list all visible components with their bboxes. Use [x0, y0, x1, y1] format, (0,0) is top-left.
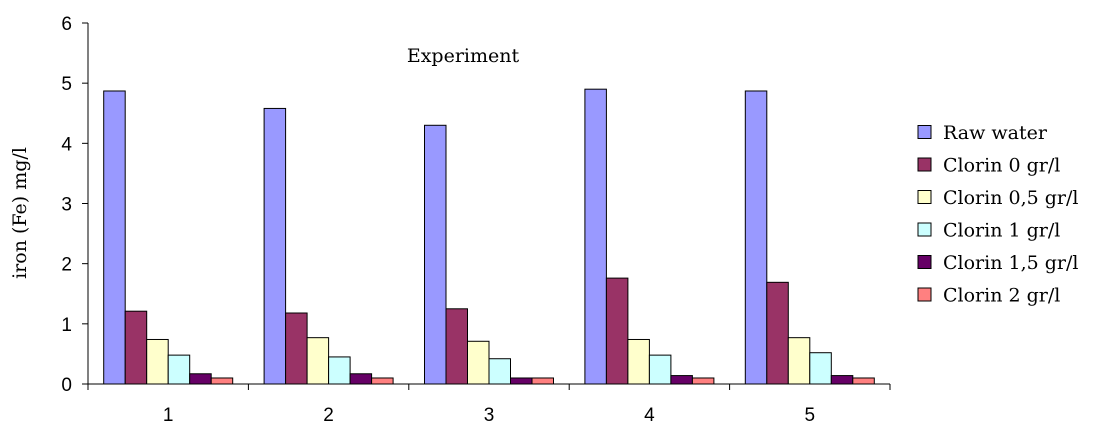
- bar-1-1: [103, 90, 126, 385]
- bar-3-5: [787, 337, 811, 385]
- legend-swatch: [917, 255, 932, 269]
- legend-swatch: [917, 125, 932, 139]
- bar-2-1: [124, 310, 148, 385]
- y-tick-label: 6: [61, 14, 72, 35]
- bar-3-4: [627, 338, 650, 385]
- bar-4-5: [809, 352, 832, 385]
- bar-6-2: [371, 377, 394, 385]
- y-tick-label: 4: [61, 134, 72, 155]
- legend-label: Clorin 0,5 gr/l: [943, 187, 1078, 209]
- bar-5-2: [349, 373, 373, 385]
- bar-6-4: [691, 377, 715, 385]
- legend-label: Raw water: [943, 122, 1048, 144]
- bar-5-5: [830, 375, 854, 385]
- x-tick-label: 4: [644, 405, 655, 426]
- y-tick-label: 0: [61, 375, 72, 396]
- y-axis-label: iron (Fe) mg/l: [9, 147, 31, 279]
- y-tick-label: 3: [61, 195, 72, 216]
- bar-2-3: [445, 308, 468, 385]
- bar-6-5: [852, 377, 875, 385]
- bar-3-3: [467, 340, 490, 385]
- bar-4-3: [488, 358, 511, 385]
- chart-title: Experiment: [407, 45, 520, 67]
- x-tick-label: 1: [163, 405, 174, 426]
- bar-3-1: [146, 338, 169, 385]
- y-tick-label: 1: [61, 315, 72, 336]
- bar-2-2: [285, 312, 308, 385]
- bar-5-4: [670, 375, 693, 385]
- bar-4-4: [648, 354, 672, 385]
- legend-swatch: [917, 190, 932, 204]
- bar-6-1: [210, 377, 234, 385]
- y-tick-label: 5: [61, 74, 72, 95]
- legend-label: Clorin 1,5 gr/l: [943, 252, 1078, 274]
- legend-label: Clorin 1 gr/l: [943, 220, 1060, 242]
- bar-1-2: [263, 107, 287, 385]
- y-axis: 0 1 2 3 4 5 6: [61, 14, 89, 396]
- bar-5-3: [510, 377, 533, 385]
- bar-6-3: [531, 377, 554, 385]
- x-tick-label: 2: [323, 405, 334, 426]
- x-tick-label: 3: [484, 405, 495, 426]
- bar-4-2: [328, 356, 351, 385]
- bar-5-1: [189, 373, 212, 385]
- bar-1-4: [584, 88, 607, 385]
- legend: Raw water Clorin 0 gr/l Clorin 0,5 gr/l Clo…: [917, 122, 1078, 307]
- bar-1-3: [424, 124, 447, 385]
- bar-3-2: [306, 337, 330, 385]
- bar-2-5: [766, 281, 789, 385]
- bar-2-4: [605, 277, 629, 385]
- legend-swatch: [917, 222, 932, 237]
- bar-1-5: [744, 90, 768, 385]
- legend-label: Clorin 2 gr/l: [943, 285, 1060, 307]
- x-tick-label: 5: [805, 405, 816, 426]
- legend-label: Clorin 0 gr/l: [943, 155, 1060, 177]
- bar-4-1: [167, 354, 191, 385]
- legend-swatch: [917, 157, 932, 172]
- bars: [103, 88, 875, 385]
- y-tick-label: 2: [61, 255, 72, 276]
- x-axis: 1 2 3 4 5: [87, 383, 891, 426]
- legend-swatch: [917, 287, 932, 302]
